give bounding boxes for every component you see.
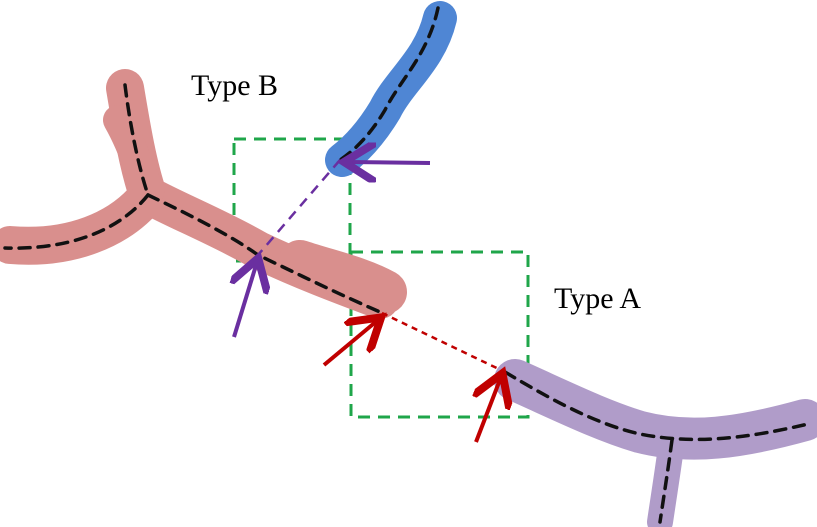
purple-centerline-branch <box>658 438 674 524</box>
type-b-gap-line <box>257 159 341 256</box>
type-b-label: Type B <box>191 69 279 102</box>
blue-vessel <box>325 1 457 177</box>
type-a-gap-line <box>381 311 506 374</box>
purple-arrow-right <box>348 162 431 163</box>
red-centerline-left-branch <box>3 193 150 250</box>
red-arrow-low <box>476 377 501 443</box>
purple-arrow-bottom <box>234 262 257 338</box>
red-arrow-mid <box>322 320 378 367</box>
red-centerline-top-branch <box>123 83 150 197</box>
red-vessel <box>0 69 407 319</box>
type-a-label: Type A <box>554 282 642 315</box>
purple-centerline-main <box>503 370 810 442</box>
